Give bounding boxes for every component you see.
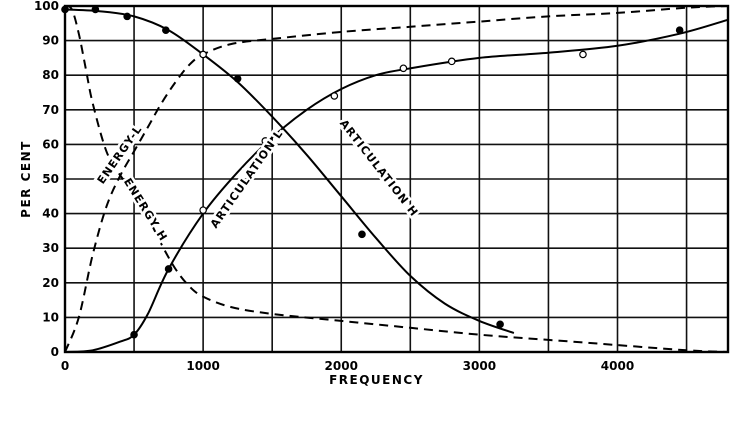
curve-label: ARTICULATION H	[337, 117, 421, 219]
y-tick-label: 100	[34, 0, 59, 13]
data-point-articulation-h	[358, 230, 366, 239]
y-tick-label: 90	[42, 34, 59, 48]
data-point-energy-l	[199, 50, 207, 59]
data-point-articulation-h	[496, 320, 504, 329]
y-tick-label: 50	[42, 172, 59, 186]
y-tick-label: 80	[42, 68, 59, 82]
y-tick-label: 10	[42, 310, 59, 324]
data-point-articulation-l	[579, 50, 587, 59]
data-point-articulation-l	[261, 137, 270, 145]
data-point-articulation-h	[162, 26, 170, 35]
y-tick-label: 60	[42, 137, 59, 151]
data-point-articulation-l	[675, 26, 684, 35]
y-tick-label: 70	[42, 103, 59, 117]
y-tick-label: 20	[42, 276, 59, 290]
x-axis-label: FREQUENCY	[329, 373, 424, 387]
plot-frame	[63, 4, 730, 354]
data-point-articulation-l	[199, 206, 207, 214]
x-tick-label: 0	[61, 359, 69, 373]
x-tick-label: 2000	[325, 359, 358, 373]
y-tick-label: 30	[42, 241, 59, 255]
data-point-articulation-h	[91, 5, 100, 14]
markers-layer	[61, 5, 684, 339]
tick-labels: 0 1000 2000 3000 4000 0 10 20 30 40 50 60 70 80 90 100	[34, 0, 634, 373]
data-point-articulation-h	[233, 74, 242, 83]
curve-label: ENERGY H	[121, 176, 170, 244]
data-point-articulation-h	[61, 5, 69, 14]
plot-border	[63, 4, 730, 354]
x-tick-label: 3000	[463, 359, 496, 373]
grid	[65, 6, 728, 352]
x-tick-label: 4000	[601, 359, 634, 373]
series-line-articulation-h	[64, 8, 515, 334]
y-tick-label: 0	[51, 345, 59, 359]
data-point-articulation-l	[447, 57, 456, 66]
data-point-articulation-l	[330, 92, 339, 100]
data-point-articulation-l	[130, 330, 138, 339]
data-point-articulation-l	[164, 265, 173, 273]
y-axis-label: PER CENT	[19, 140, 33, 218]
x-tick-label: 1000	[186, 359, 219, 373]
y-tick-label: 40	[42, 207, 59, 221]
data-point-articulation-l	[399, 64, 408, 73]
data-point-articulation-h	[123, 12, 131, 21]
